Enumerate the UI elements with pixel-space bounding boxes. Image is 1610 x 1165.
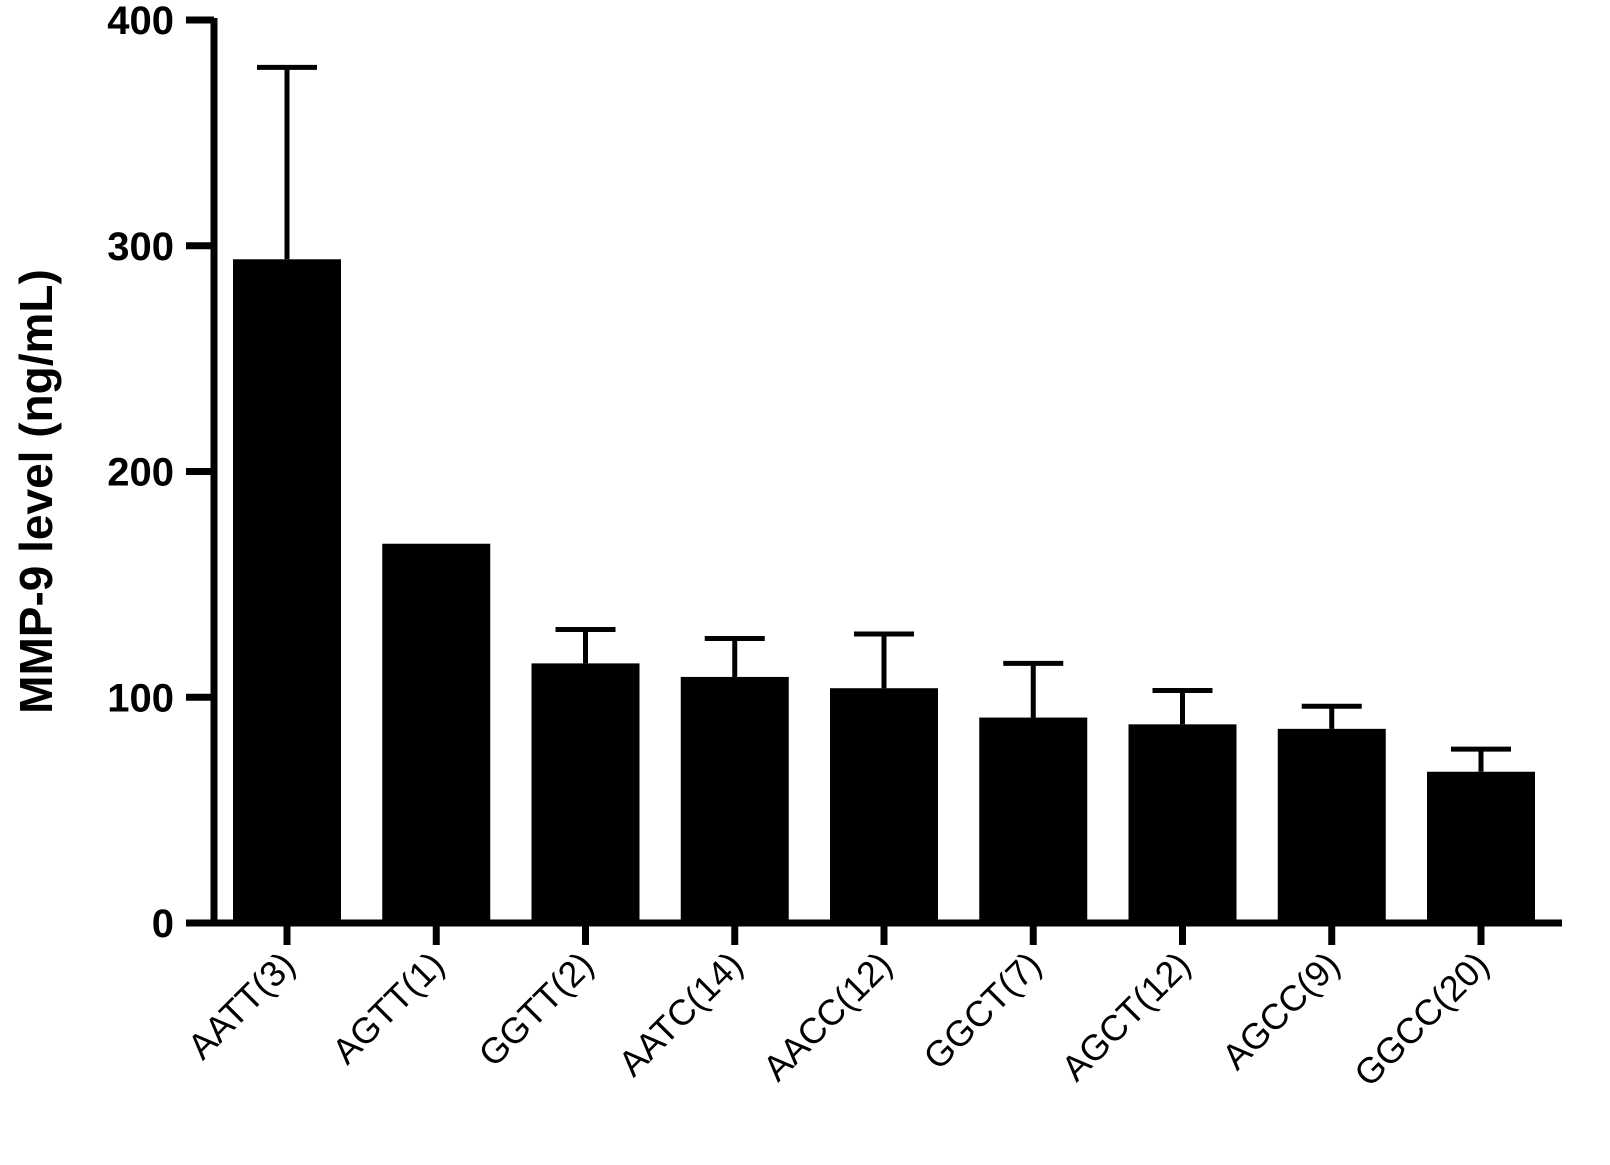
bar	[531, 663, 640, 923]
x-tick-label: AACC(12)	[755, 944, 900, 1089]
bar	[382, 543, 491, 923]
bar	[1427, 771, 1535, 923]
bar	[233, 259, 341, 923]
x-axis: AATT(3) AGTT(1) GGTT(2) AATC(14) AACC(12) GGC…	[179, 919, 1562, 1095]
bar	[680, 676, 789, 923]
x-tick-label: AGTT(1)	[324, 944, 452, 1072]
bars	[233, 259, 1535, 923]
error-bars	[257, 64, 1511, 772]
y-tick-label: 200	[107, 451, 174, 495]
x-tick-label: GGCT(7)	[915, 944, 1049, 1078]
x-tick-label: AATT(3)	[179, 944, 302, 1067]
y-tick-label: 300	[107, 225, 174, 269]
x-tick-label: AATC(14)	[610, 944, 750, 1084]
y-tick-label: 400	[107, 0, 174, 43]
y-tick-label: 100	[107, 676, 174, 720]
y-axis-label: MMP-9 level (ng/mL)	[10, 269, 62, 714]
bar	[1128, 724, 1237, 923]
x-tick-label: GGCC(20)	[1346, 944, 1497, 1095]
x-tick-label: AGCT(12)	[1053, 944, 1198, 1089]
y-axis: 0 100 200 300 400	[107, 0, 218, 946]
y-tick-label: 0	[152, 902, 174, 946]
bar	[830, 688, 938, 923]
bar	[979, 717, 1088, 923]
x-tick-label: AGCC(9)	[1214, 944, 1348, 1078]
bar	[1277, 728, 1386, 923]
x-tick-label: GGTT(2)	[470, 944, 601, 1075]
